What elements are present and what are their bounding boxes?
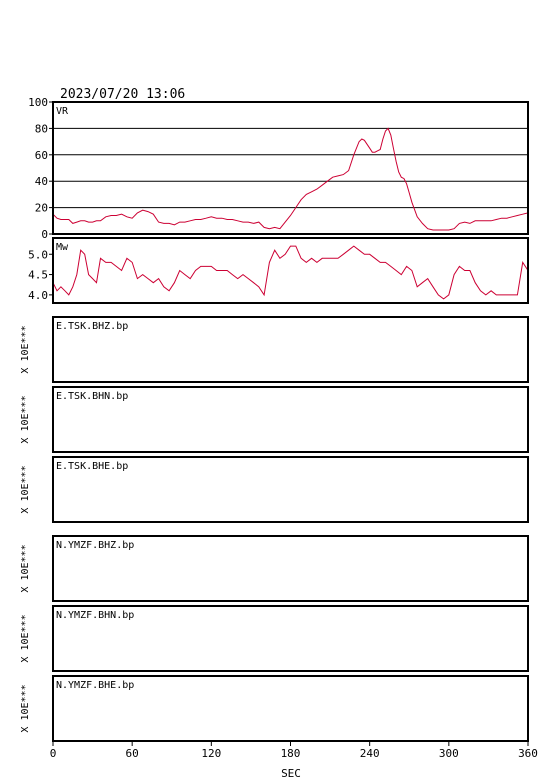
panel-label-4: E.TSK.BHE.bp xyxy=(56,461,128,472)
y-tick-label-0-2: 40 xyxy=(35,175,48,188)
y-tick-label-1-2: 5.0 xyxy=(28,248,48,261)
panel-label-2: E.TSK.BHZ.bp xyxy=(56,321,128,332)
y-tick-label-1-1: 4.5 xyxy=(28,269,48,282)
panel-label-5: N.YMZF.BHZ.bp xyxy=(56,540,134,551)
panel-2: E.TSK.BHZ.bp X 10E*** xyxy=(20,316,529,383)
panel-frame-3 xyxy=(52,386,529,453)
y-tick-label-0-3: 60 xyxy=(35,149,48,162)
x-tick-label-3: 180 xyxy=(281,747,301,760)
panel-sidelabel-5: X 10E*** xyxy=(20,544,31,592)
panel-4: E.TSK.BHE.bp X 10E*** xyxy=(20,456,529,523)
series-line-1-0 xyxy=(52,245,529,300)
panel-sidelabel-2: X 10E*** xyxy=(20,325,31,373)
panel-0: 0 20 40 60 80 100 VR xyxy=(28,96,529,241)
panel-frame-1 xyxy=(52,237,529,304)
y-tick-label-0-4: 80 xyxy=(35,122,48,135)
panel-label-0: VR xyxy=(56,106,69,117)
panel-stack: 0 20 40 60 80 100 VR 4.0 4.5 5.0 Mw E.TSK.BHZ.bp X 1… xyxy=(20,96,538,760)
panel-label-1: Mw xyxy=(56,242,69,253)
y-tick-label-0-5: 100 xyxy=(28,96,48,109)
panel-frame-4 xyxy=(52,456,529,523)
x-tick-label-4: 240 xyxy=(360,747,380,760)
x-tick-label-6: 360 xyxy=(518,747,538,760)
panel-label-7: N.YMZF.BHE.bp xyxy=(56,680,134,691)
panel-1: 4.0 4.5 5.0 Mw xyxy=(28,237,529,304)
series-line-0-0 xyxy=(52,127,529,231)
panel-5: N.YMZF.BHZ.bp X 10E*** xyxy=(20,535,529,602)
panel-frame-5 xyxy=(52,535,529,602)
x-tick-label-5: 300 xyxy=(439,747,459,760)
chart-title: 2023/07/20 13:06 xyxy=(60,87,185,102)
x-tick-label-0: 0 xyxy=(50,747,57,760)
panel-3: E.TSK.BHN.bp X 10E*** xyxy=(20,386,529,453)
panel-sidelabel-4: X 10E*** xyxy=(20,465,31,513)
panel-7: N.YMZF.BHE.bp X 10E*** xyxy=(20,675,529,742)
panel-sidelabel-6: X 10E*** xyxy=(20,614,31,662)
x-tick-label-1: 60 xyxy=(126,747,139,760)
panel-frame-2 xyxy=(52,316,529,383)
panel-sidelabel-7: X 10E*** xyxy=(20,684,31,732)
x-tick-label-2: 120 xyxy=(201,747,221,760)
y-tick-label-0-0: 0 xyxy=(41,228,48,241)
panel-label-3: E.TSK.BHN.bp xyxy=(56,391,128,402)
y-tick-label-0-1: 20 xyxy=(35,202,48,215)
y-tick-label-1-0: 4.0 xyxy=(28,289,48,302)
panel-6: N.YMZF.BHN.bp X 10E*** xyxy=(20,605,529,672)
panel-sidelabel-3: X 10E*** xyxy=(20,395,31,443)
panel-label-6: N.YMZF.BHN.bp xyxy=(56,610,134,621)
panel-frame-6 xyxy=(52,605,529,672)
panel-frame-0 xyxy=(52,101,529,235)
x-axis-label: SEC xyxy=(281,767,301,780)
